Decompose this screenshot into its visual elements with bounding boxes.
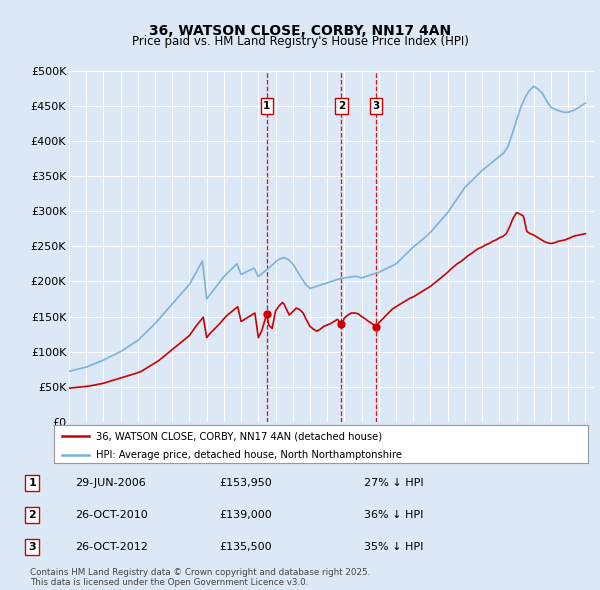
Text: 2: 2 xyxy=(338,101,345,111)
Text: 26-OCT-2010: 26-OCT-2010 xyxy=(76,510,148,520)
Text: 36, WATSON CLOSE, CORBY, NN17 4AN (detached house): 36, WATSON CLOSE, CORBY, NN17 4AN (detac… xyxy=(95,431,382,441)
Text: 36% ↓ HPI: 36% ↓ HPI xyxy=(364,510,423,520)
Text: Contains HM Land Registry data © Crown copyright and database right 2025.
This d: Contains HM Land Registry data © Crown c… xyxy=(30,568,370,587)
Text: 2: 2 xyxy=(29,510,36,520)
Text: 26-OCT-2012: 26-OCT-2012 xyxy=(76,542,148,552)
Text: 1: 1 xyxy=(263,101,271,111)
Text: 29-JUN-2006: 29-JUN-2006 xyxy=(76,478,146,488)
Text: £139,000: £139,000 xyxy=(220,510,272,520)
Text: HPI: Average price, detached house, North Northamptonshire: HPI: Average price, detached house, Nort… xyxy=(95,451,401,460)
Text: Price paid vs. HM Land Registry's House Price Index (HPI): Price paid vs. HM Land Registry's House … xyxy=(131,35,469,48)
Text: 1: 1 xyxy=(29,478,36,488)
Text: 3: 3 xyxy=(372,101,379,111)
Text: 35% ↓ HPI: 35% ↓ HPI xyxy=(364,542,423,552)
Text: £135,500: £135,500 xyxy=(220,542,272,552)
Text: 27% ↓ HPI: 27% ↓ HPI xyxy=(364,478,423,488)
Text: 3: 3 xyxy=(29,542,36,552)
Text: 36, WATSON CLOSE, CORBY, NN17 4AN: 36, WATSON CLOSE, CORBY, NN17 4AN xyxy=(149,24,451,38)
Text: £153,950: £153,950 xyxy=(220,478,272,488)
